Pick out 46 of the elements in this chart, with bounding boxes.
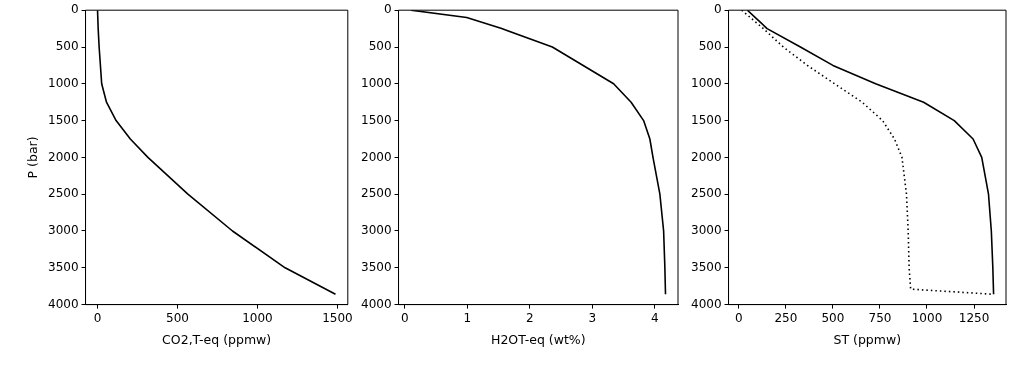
x-tick-label: 2 (526, 310, 534, 325)
x-tick-label: 4 (651, 310, 659, 325)
x-axis-title: ST (ppmw) (833, 331, 902, 347)
y-tick-label: 3000 (690, 223, 722, 238)
y-tick-label: 2000 (47, 149, 79, 164)
x-tick-label: 500 (821, 310, 845, 325)
y-tick-label: 1500 (47, 112, 79, 127)
x-tick-label: 0 (93, 310, 102, 325)
x-tick-label: 250 (774, 310, 798, 325)
y-tick-label: 2500 (690, 186, 722, 201)
x-axis-title: H2OT-eq (wt%) (491, 331, 586, 347)
y-tick-label: 500 (368, 39, 392, 54)
y-tick-label: 4000 (360, 296, 392, 311)
y-axis-title: P (bar) (24, 136, 40, 179)
y-tick-label: 3000 (360, 223, 392, 238)
y-tick-label: 1000 (360, 75, 392, 90)
y-tick-label: 4000 (690, 296, 722, 311)
x-tick-label: 1000 (911, 310, 943, 325)
x-tick-label: 500 (166, 310, 189, 325)
x-axis-title: CO2,T-eq (ppmw) (162, 331, 272, 347)
x-tick-label: 1500 (322, 310, 353, 325)
y-tick-label: 2500 (360, 186, 392, 201)
x-tick-label: 750 (868, 310, 892, 325)
y-tick-label: 3500 (360, 259, 392, 274)
y-tick-label: 3000 (47, 223, 79, 238)
y-tick-label: 500 (698, 39, 722, 54)
y-tick-label: 2000 (360, 149, 392, 164)
x-tick-label: 1250 (958, 310, 990, 325)
y-tick-label: 0 (70, 2, 79, 17)
y-tick-label: 1500 (360, 112, 392, 127)
y-tick-label: 4000 (47, 296, 79, 311)
x-tick-label: 1 (463, 310, 472, 325)
y-tick-label: 0 (383, 2, 392, 17)
y-tick-label: 3500 (690, 259, 722, 274)
y-tick-label: 1500 (690, 112, 722, 127)
y-tick-label: 3500 (47, 259, 79, 274)
y-tick-label: 500 (55, 39, 79, 54)
y-tick-label: 1000 (47, 75, 79, 90)
y-tick-label: 2000 (690, 149, 722, 164)
y-tick-label: 2500 (47, 186, 79, 201)
x-tick-label: 0 (735, 310, 743, 325)
y-tick-label: 1000 (690, 75, 722, 90)
x-tick-label: 1000 (242, 310, 273, 325)
x-tick-label: 3 (588, 310, 597, 325)
x-tick-label: 0 (400, 310, 409, 325)
y-tick-label: 0 (713, 2, 722, 17)
